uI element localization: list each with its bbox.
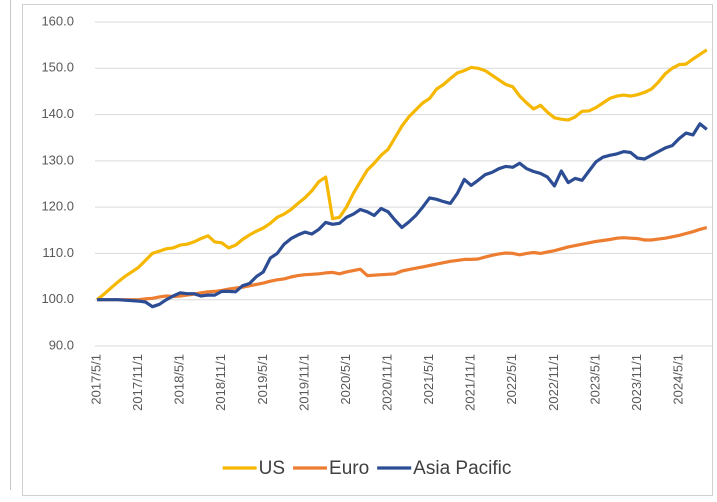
x-tick-label: 2024/5/1 [671, 354, 686, 405]
x-tick-label: 2018/11/1 [213, 354, 228, 411]
series-line [96, 48, 708, 301]
series-line [97, 122, 708, 309]
x-tick-label: 2019/5/1 [255, 354, 270, 405]
y-tick-label: 130.0 [41, 152, 74, 167]
y-tick-label: 110.0 [42, 245, 74, 260]
x-tick-label: 2023/11/1 [629, 354, 644, 411]
x-tick-label: 2022/11/1 [546, 354, 561, 411]
x-tick-label: 2022/5/1 [504, 354, 519, 405]
legend-label: US [259, 458, 285, 479]
x-tick-label: 2021/11/1 [463, 354, 478, 411]
y-tick-label: 120.0 [41, 199, 74, 214]
y-tick-label: 90.0 [49, 337, 74, 352]
y-tick-label: 150.0 [41, 60, 74, 75]
x-tick-label: 2017/11/1 [130, 354, 145, 411]
chart-frame [22, 4, 713, 496]
y-tick-label: 100.0 [41, 291, 74, 306]
x-tick-label: 2017/5/1 [88, 354, 103, 405]
x-tick-label: 2020/11/1 [379, 354, 394, 411]
x-tick-label: 2021/5/1 [421, 354, 436, 405]
y-tick-label: 160.0 [41, 13, 74, 28]
x-tick-label: 2018/5/1 [172, 354, 187, 405]
x-tick-label: 2019/11/1 [296, 354, 311, 411]
series-line [97, 225, 708, 302]
x-tick-label: 2020/5/1 [338, 354, 353, 405]
y-tick-label: 140.0 [41, 106, 74, 121]
legend-label: Asia Pacific [413, 458, 511, 479]
legend-label: Euro [329, 458, 369, 479]
x-tick-label: 2023/5/1 [587, 354, 602, 405]
